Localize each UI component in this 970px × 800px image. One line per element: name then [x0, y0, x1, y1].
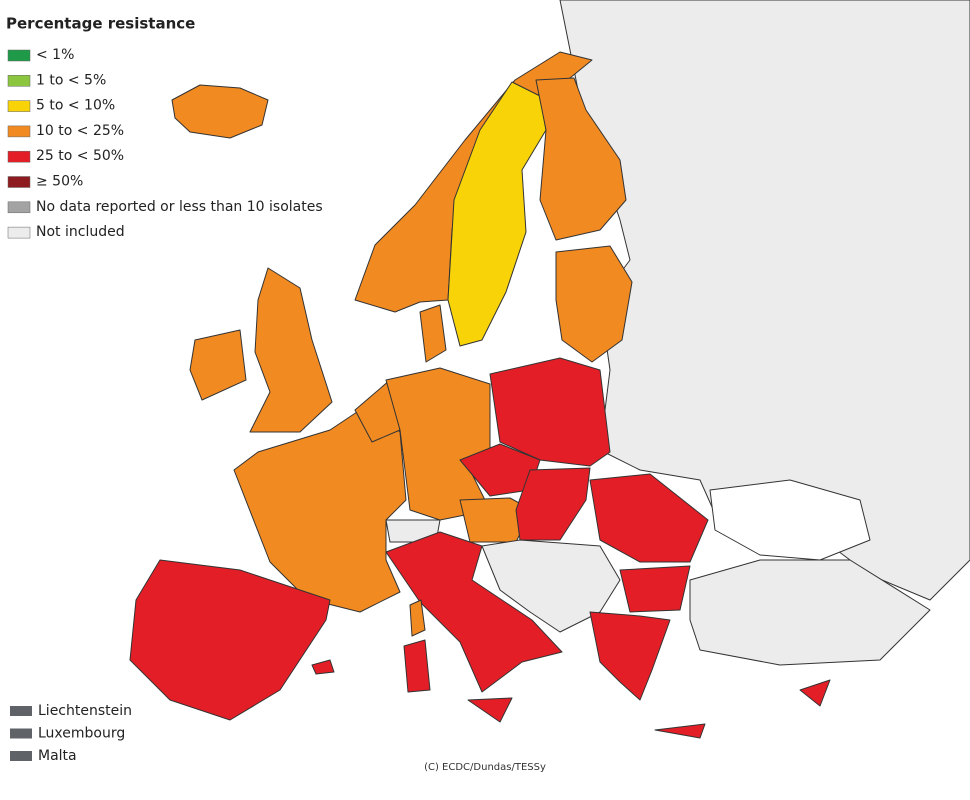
slovakia-hungary: [515, 467, 591, 541]
legend-label: ≥ 50%: [36, 174, 83, 190]
greece: [589, 611, 671, 701]
credit: (C) ECDC/Dundas/TESSy: [424, 762, 546, 773]
legend-swatch: [10, 751, 32, 761]
small-countries-legend: Liechtenstein Luxembourg Malta: [10, 703, 132, 764]
legend-label: 5 to < 10%: [36, 98, 115, 114]
legend-swatch: [7, 75, 31, 87]
legend-swatch: [7, 49, 31, 62]
iberia: [129, 559, 331, 721]
legend-swatch: [10, 706, 32, 716]
balearic: [311, 659, 335, 675]
finland: [535, 77, 627, 241]
legend-label: Not included: [36, 224, 125, 240]
legend-label: Malta: [38, 748, 77, 764]
denmark: [419, 304, 447, 363]
legend-swatch: [7, 176, 31, 188]
germany: [385, 367, 491, 521]
crete: [654, 723, 706, 739]
cyprus: [799, 679, 831, 707]
legend-label: 10 to < 25%: [36, 123, 124, 139]
landmass: [129, 0, 970, 739]
legend-swatch: [10, 728, 32, 739]
sweden: [447, 81, 547, 347]
legend-swatch: [7, 201, 31, 214]
legend-swatch: [7, 150, 31, 163]
legend: < 1% 1 to < 5% 5 to < 10% 10 to < 25% 25 to …: [7, 47, 323, 240]
legend-label: < 1%: [36, 47, 74, 63]
not-included-land: [689, 559, 931, 666]
legend-swatch: [7, 100, 31, 112]
western-balkans: [481, 539, 621, 633]
sea: [709, 479, 871, 561]
legend-label: 25 to < 50%: [36, 148, 124, 164]
sicily: [467, 697, 513, 723]
poland: [489, 357, 611, 467]
ireland: [189, 329, 247, 401]
corsica: [409, 599, 426, 637]
legend-swatch: [7, 226, 31, 239]
baltic-states: [555, 245, 633, 363]
legend-label: 1 to < 5%: [36, 72, 106, 88]
romania: [589, 473, 709, 563]
bulgaria: [619, 565, 691, 613]
legend-label: No data reported or less than 10 isolate…: [36, 199, 323, 215]
italy: [385, 531, 563, 693]
iceland: [171, 84, 269, 139]
legend-swatch: [7, 125, 31, 138]
legend-title: Percentage resistance: [6, 15, 195, 33]
sardinia: [403, 639, 431, 693]
legend-label: Liechtenstein: [38, 703, 132, 719]
legend-label: Luxembourg: [38, 726, 125, 742]
united-kingdom: [249, 267, 333, 433]
